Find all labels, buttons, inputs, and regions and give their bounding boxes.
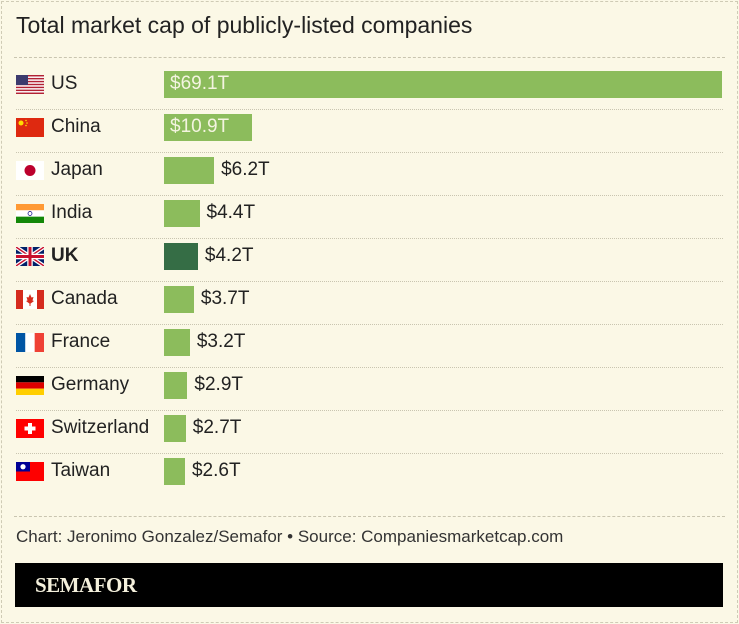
bar-row-china: China $10.9T bbox=[16, 110, 723, 153]
germany-flag-icon bbox=[16, 376, 44, 395]
us-flag-icon bbox=[16, 75, 44, 94]
row-divider bbox=[16, 410, 723, 411]
japan-flag-icon bbox=[16, 161, 44, 180]
row-divider bbox=[16, 152, 723, 153]
data-label: $6.2T bbox=[221, 159, 270, 180]
bar bbox=[164, 415, 186, 442]
india-flag-icon bbox=[16, 204, 44, 223]
data-label: $2.9T bbox=[194, 374, 243, 395]
data-label: $4.2T bbox=[204, 245, 254, 266]
bar-row-germany: Germany $2.9T bbox=[16, 368, 723, 411]
bar bbox=[164, 329, 190, 356]
row-divider bbox=[16, 453, 723, 454]
data-label: $2.6T bbox=[191, 460, 241, 481]
divider bbox=[14, 57, 725, 58]
bar-row-taiwan: Taiwan $2.6T bbox=[16, 454, 723, 497]
category-label: Taiwan bbox=[51, 460, 111, 481]
category-label: India bbox=[51, 202, 93, 223]
data-label: $69.1T bbox=[170, 73, 230, 94]
bar-row-japan: Japan $6.2T bbox=[16, 153, 723, 196]
category-label: UK bbox=[51, 245, 79, 266]
bar-row-switzerland: Switzerland $2.7T bbox=[16, 411, 723, 454]
semafor-logo: SEMAFOR bbox=[35, 573, 137, 597]
category-label: Canada bbox=[51, 288, 118, 309]
bar bbox=[164, 71, 722, 98]
uk-flag-icon bbox=[14, 245, 46, 268]
bar-row-canada: Canada $3.7T bbox=[16, 282, 723, 325]
data-label: $10.9T bbox=[170, 116, 230, 137]
bar bbox=[164, 114, 253, 141]
bar-row-india: India $4.4T bbox=[16, 196, 723, 239]
bar-row-us: US $69.1T bbox=[16, 67, 723, 110]
divider bbox=[14, 516, 725, 517]
category-label: US bbox=[51, 73, 78, 94]
bar bbox=[164, 458, 185, 485]
row-divider bbox=[16, 281, 723, 282]
switzerland-flag-icon bbox=[16, 419, 44, 438]
bar bbox=[164, 372, 188, 399]
china-flag-icon bbox=[16, 118, 44, 137]
row-divider bbox=[16, 367, 723, 368]
category-label: Japan bbox=[51, 159, 103, 180]
brand-bar: SEMAFOR bbox=[15, 563, 723, 607]
row-divider bbox=[16, 238, 723, 239]
france-flag-icon bbox=[16, 333, 44, 352]
bar bbox=[164, 200, 200, 227]
bar bbox=[164, 157, 215, 184]
category-label: China bbox=[51, 116, 101, 137]
source-note: Chart: Jeronimo Gonzalez/Semafor • Sourc… bbox=[16, 527, 564, 546]
bar bbox=[164, 243, 198, 270]
bar-row-france: France $3.2T bbox=[16, 325, 723, 368]
data-label: $4.4T bbox=[206, 202, 256, 223]
canada-flag-icon bbox=[16, 290, 44, 309]
category-label: Switzerland bbox=[51, 417, 150, 438]
row-divider bbox=[16, 324, 723, 325]
category-label: Germany bbox=[51, 374, 130, 395]
chart-title: Total market cap of publicly-listed comp… bbox=[16, 12, 473, 38]
data-label: $2.7T bbox=[192, 417, 242, 438]
row-divider bbox=[16, 195, 723, 196]
bar-row-uk: UK $4.2T bbox=[14, 239, 723, 282]
row-divider bbox=[16, 109, 723, 110]
data-label: $3.2T bbox=[196, 331, 246, 352]
data-label: $3.7T bbox=[200, 288, 250, 309]
bar bbox=[164, 286, 194, 313]
taiwan-flag-icon bbox=[16, 462, 44, 481]
category-label: France bbox=[51, 331, 111, 352]
